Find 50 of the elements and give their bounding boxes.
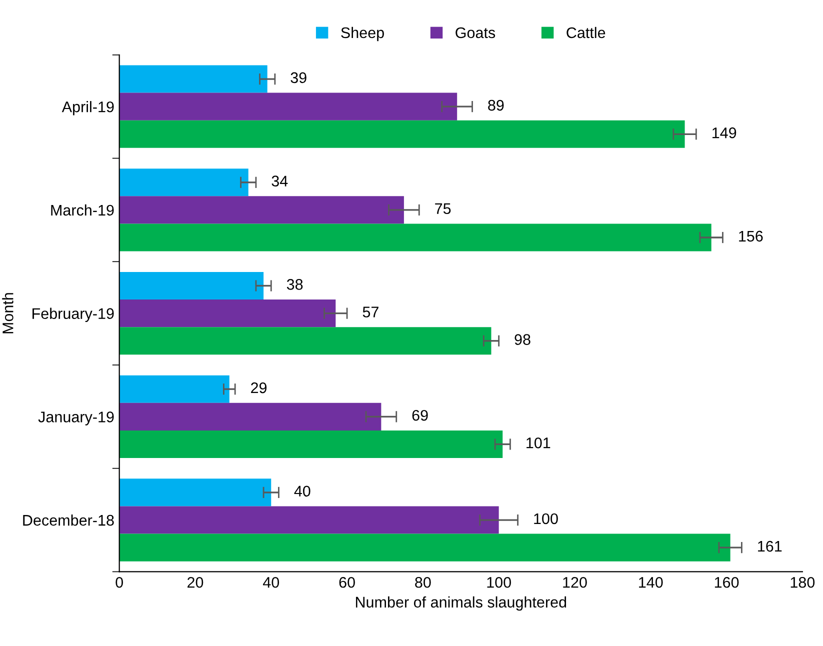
y-tick-label: December-18 [23, 514, 114, 526]
data-label: 101 [526, 438, 550, 448]
x-tick-label: 180 [790, 576, 815, 588]
legend-label: Goats [456, 27, 496, 38]
bar [119, 478, 272, 506]
y-tick-label: March-19 [51, 204, 114, 216]
data-label: 161 [758, 540, 782, 552]
bar [119, 224, 712, 252]
x-tick-label: 120 [563, 576, 587, 588]
data-label: 98 [514, 334, 530, 345]
data-label: 57 [362, 306, 378, 318]
data-label: 38 [286, 279, 303, 290]
x-tick-label: 100 [487, 576, 511, 588]
x-tick-label: 80 [415, 576, 431, 588]
x-axis-title: Number of animals slaughtered [356, 596, 566, 611]
bar [119, 92, 458, 120]
y-tick-label: April-19 [62, 101, 114, 116]
bar [119, 272, 264, 300]
x-tick-label: 20 [188, 576, 204, 588]
data-label: 156 [739, 230, 763, 242]
bar [119, 196, 404, 224]
data-label: 75 [435, 203, 451, 214]
x-tick-label: 60 [339, 576, 355, 588]
data-label: 39 [290, 72, 306, 84]
data-label: 34 [272, 176, 288, 186]
bar [119, 168, 248, 196]
data-label: 29 [251, 382, 267, 394]
y-tick-label: January-19 [38, 412, 114, 426]
y-tick-label: February-19 [32, 308, 114, 322]
bar [119, 120, 685, 148]
data-label: 40 [294, 486, 310, 497]
x-tick-label: 40 [262, 576, 280, 588]
bar [119, 65, 268, 93]
bar [119, 506, 499, 534]
data-label: 89 [488, 100, 504, 111]
bar [119, 430, 503, 458]
legend-label: Cattle [566, 26, 606, 38]
y-axis-title: Month [2, 293, 14, 334]
data-label: 100 [534, 513, 558, 524]
bar [119, 327, 492, 355]
legend-label: Sheep [341, 26, 384, 42]
bar [119, 402, 382, 430]
data-label: 69 [412, 410, 428, 421]
bar [119, 534, 730, 562]
x-tick-label: 160 [714, 576, 739, 588]
x-tick-label: 140 [639, 576, 663, 588]
bar [119, 375, 230, 403]
x-tick-label: 0 [116, 576, 123, 588]
data-label: 149 [712, 127, 736, 138]
bar [119, 300, 336, 328]
